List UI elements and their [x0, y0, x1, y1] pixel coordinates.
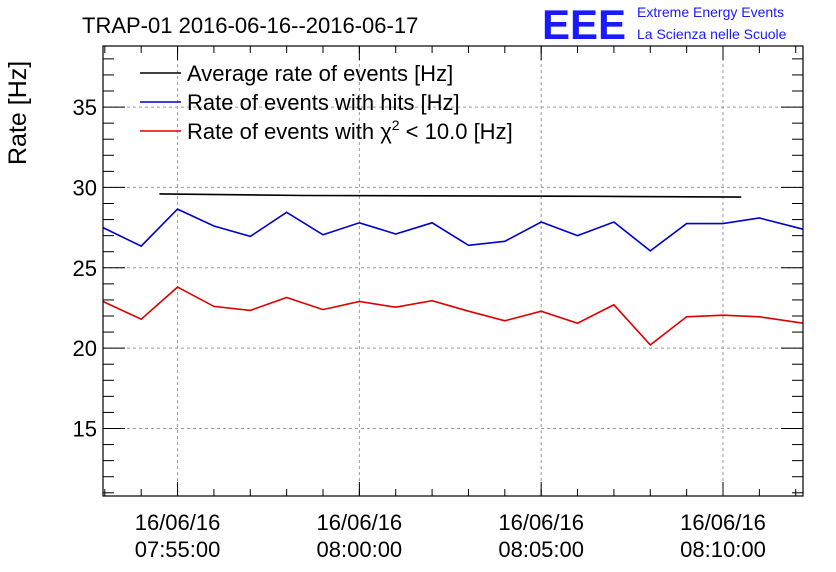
plot-frame	[102, 45, 804, 497]
y-axis-label: Rate [Hz]	[4, 61, 32, 165]
series-layer	[102, 193, 804, 346]
legend-label-0: Average rate of events [Hz]	[187, 61, 453, 86]
x-tick-date-label: 16/06/16	[135, 510, 221, 535]
series-line-2	[102, 286, 804, 346]
logo-line-1: Extreme Energy Events	[637, 4, 784, 20]
y-tick-labels: 15 20 25 30 35	[73, 95, 97, 441]
eee-logo-mark: EEE	[542, 1, 626, 48]
chart-title: TRAP-01 2016-06-16--2016-06-17	[82, 13, 418, 38]
series-line-0	[159, 193, 742, 198]
y-tick-label: 20	[73, 336, 97, 361]
axis-ticks	[103, 46, 803, 496]
logo-line-2: La Scienza nelle Scuole	[637, 26, 787, 42]
legend-label-2: Rate of events with χ2 < 10.0 [Hz]	[187, 117, 513, 144]
eee-logo: EEE Extreme Energy Events La Scienza nel…	[542, 1, 787, 48]
legend-label-1: Rate of events with hits [Hz]	[187, 90, 460, 115]
x-tick-date-label: 16/06/16	[498, 510, 584, 535]
legend: Average rate of events [Hz] Rate of event…	[140, 61, 513, 144]
x-tick-time-label: 08:10:00	[680, 537, 766, 562]
y-tick-label: 30	[73, 175, 97, 200]
grid-lines	[103, 46, 803, 496]
x-tick-time-label: 08:00:00	[317, 537, 403, 562]
x-tick-time-label: 08:05:00	[498, 537, 584, 562]
series-line-1	[102, 208, 804, 252]
y-tick-label: 25	[73, 256, 97, 281]
x-tick-date-label: 16/06/16	[680, 510, 766, 535]
x-tick-date-label: 16/06/16	[317, 510, 403, 535]
x-tick-labels: 16/06/1607:55:0016/06/1608:00:0016/06/16…	[135, 510, 766, 562]
y-tick-label: 35	[73, 95, 97, 120]
y-tick-label: 15	[73, 417, 97, 442]
x-tick-time-label: 07:55:00	[135, 537, 221, 562]
